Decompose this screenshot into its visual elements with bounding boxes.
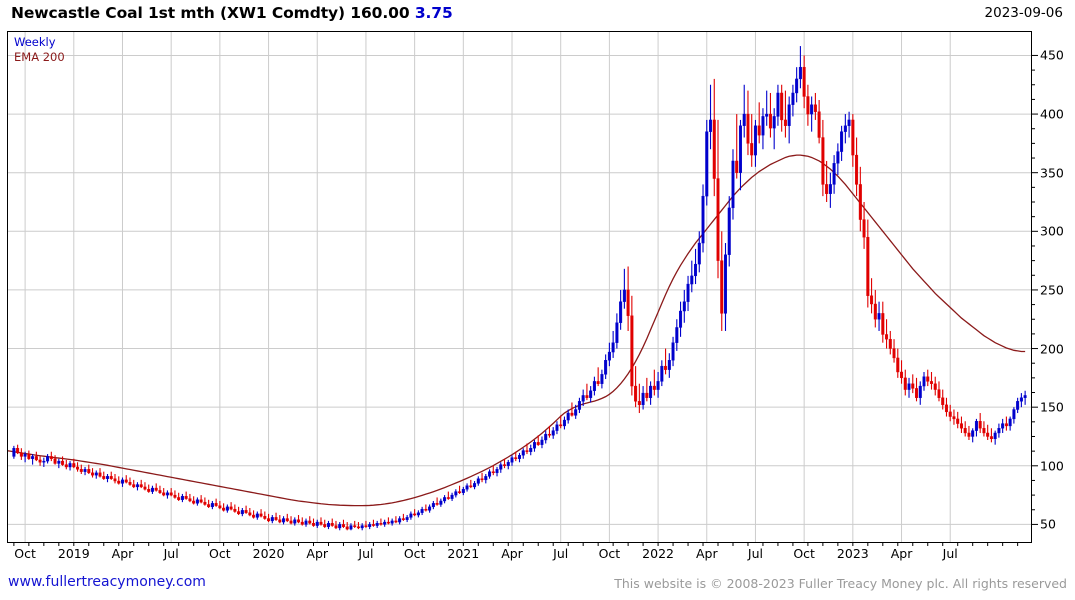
x-tick-label: Jul xyxy=(553,546,569,561)
x-tick-label: Apr xyxy=(111,546,134,561)
y-tick-label: 350 xyxy=(1040,165,1064,181)
ema-200-line xyxy=(8,154,1026,507)
y-tick-label: 100 xyxy=(1040,458,1064,474)
x-axis: Oct 2019 Apr Jul Oct 2020 Apr Jul Oct 2021 Apr Jul O… xyxy=(0,543,1075,566)
y-tick-label: 50 xyxy=(1040,516,1056,532)
x-tick-label: Apr xyxy=(890,546,913,561)
site-link[interactable]: www.fullertreacymoney.com xyxy=(8,574,206,590)
y-tick-label: 200 xyxy=(1040,341,1064,357)
x-tick-label: Apr xyxy=(306,546,329,561)
candlestick-chart xyxy=(8,32,1031,542)
candle-series xyxy=(12,46,1027,531)
chart-header: Newcastle Coal 1st mth (XW1 Comdty) 160.… xyxy=(0,0,1075,28)
copyright-notice: This website is © 2008-2023 Fuller Treac… xyxy=(614,576,1067,591)
x-tick-label: Oct xyxy=(403,546,426,561)
y-axis: 50 100 150 200 250 300 350 400 450 xyxy=(1032,31,1075,543)
x-tick-label: Jul xyxy=(358,546,374,561)
y-tick-marks xyxy=(1032,54,1038,525)
y-tick-label: 250 xyxy=(1040,282,1064,298)
x-tick-marks xyxy=(13,543,1019,546)
x-tick-label: Jul xyxy=(942,546,958,561)
x-tick-label: Jul xyxy=(163,546,179,561)
last-price: 160.00 xyxy=(350,4,410,22)
x-tick-label: 2023 xyxy=(836,546,869,561)
x-tick-label: 2019 xyxy=(57,546,90,561)
instrument-name: Newcastle Coal 1st mth (XW1 Comdty) xyxy=(11,4,345,22)
y-tick-label: 150 xyxy=(1040,399,1064,415)
y-tick-label: 300 xyxy=(1040,223,1064,239)
chart-footer: www.fullertreacymoney.com This website i… xyxy=(0,574,1075,598)
gridlines xyxy=(8,32,1031,542)
x-tick-label: Apr xyxy=(501,546,523,561)
page-title: Newcastle Coal 1st mth (XW1 Comdty) 160.… xyxy=(11,4,453,22)
x-tick-label: Oct xyxy=(598,546,621,561)
x-tick-label: Apr xyxy=(695,546,718,561)
y-tick-label: 450 xyxy=(1040,47,1064,63)
x-tick-label: Oct xyxy=(209,546,231,561)
x-tick-label: 2021 xyxy=(447,546,480,561)
plot-canvas xyxy=(8,32,1031,542)
price-change: 3.75 xyxy=(414,4,453,22)
x-tick-label: Oct xyxy=(14,546,36,561)
plot-area[interactable]: Weekly EMA 200 xyxy=(7,31,1032,543)
date-stamp: 2023-09-06 xyxy=(984,5,1063,21)
x-tick-label: 2022 xyxy=(642,546,674,561)
x-tick-label: Jul xyxy=(747,546,763,561)
x-tick-label: 2020 xyxy=(252,546,285,561)
y-tick-label: 400 xyxy=(1040,106,1064,122)
x-tick-label: Oct xyxy=(793,546,815,561)
